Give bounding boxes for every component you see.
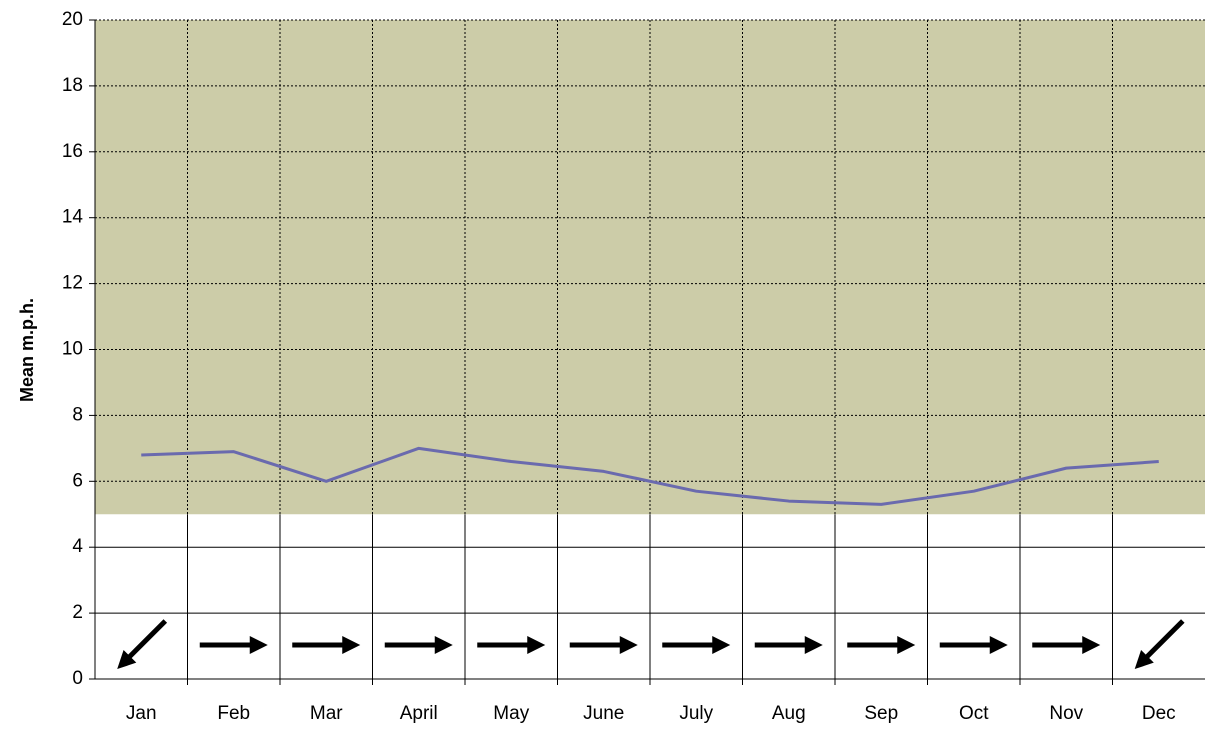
x-tick-label: Sep (864, 703, 898, 724)
x-tick-label: Mar (310, 703, 343, 724)
wind-arrow (939, 636, 1008, 654)
y-tick-label: 12 (62, 273, 83, 294)
arrow-head (619, 636, 638, 654)
y-tick-label: 16 (62, 141, 83, 162)
arrow-head (1082, 636, 1101, 654)
arrow-shaft (1142, 619, 1185, 661)
data-line (141, 446, 1159, 506)
x-tick-label: Feb (217, 703, 250, 724)
x-tick-label: Dec (1142, 703, 1176, 724)
arrow-shaft (125, 619, 168, 661)
x-tick-label: Jan (126, 703, 157, 724)
x-tick-label: May (493, 703, 529, 724)
arrow-head (434, 636, 453, 654)
arrow-head (804, 636, 823, 654)
arrow-head (712, 636, 731, 654)
y-tick-label: 4 (72, 536, 83, 557)
wind-arrow (117, 619, 168, 670)
arrow-head (989, 636, 1008, 654)
wind-arrow (569, 636, 638, 654)
y-tick-label: 14 (62, 207, 84, 228)
arrow-head (897, 636, 916, 654)
arrow-head (342, 636, 361, 654)
arrow-head (249, 636, 268, 654)
wind-arrow (1134, 619, 1185, 670)
x-tick-label: June (583, 703, 624, 724)
wind-arrow (662, 636, 731, 654)
y-tick-label: 0 (72, 668, 83, 689)
wind-arrow (1032, 636, 1101, 654)
wind-arrow (384, 636, 453, 654)
wind-arrow (292, 636, 361, 654)
y-axis-label: Mean m.p.h. (17, 298, 37, 402)
x-tick-label: Oct (959, 703, 989, 724)
wind-arrow (199, 636, 268, 654)
y-tick-label: 2 (72, 602, 83, 623)
y-tick-label: 20 (62, 9, 83, 30)
x-tick-label: April (400, 703, 438, 724)
wind-arrow (754, 636, 823, 654)
x-tick-label: July (679, 703, 713, 724)
shaded-region (95, 20, 1205, 515)
x-tick-label: Nov (1049, 703, 1083, 724)
arrow-head (527, 636, 546, 654)
x-tick-label: Aug (772, 703, 806, 724)
y-tick-label: 6 (72, 470, 83, 491)
y-tick-label: 10 (62, 339, 83, 360)
y-tick-label: 18 (62, 75, 83, 96)
y-tick-label: 8 (72, 404, 83, 425)
wind-arrow (477, 636, 546, 654)
wind-arrow (847, 636, 916, 654)
